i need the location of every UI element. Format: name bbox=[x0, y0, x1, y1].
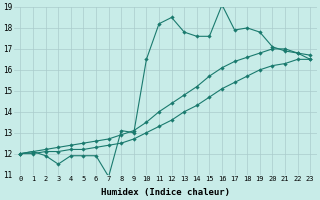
X-axis label: Humidex (Indice chaleur): Humidex (Indice chaleur) bbox=[101, 188, 230, 197]
